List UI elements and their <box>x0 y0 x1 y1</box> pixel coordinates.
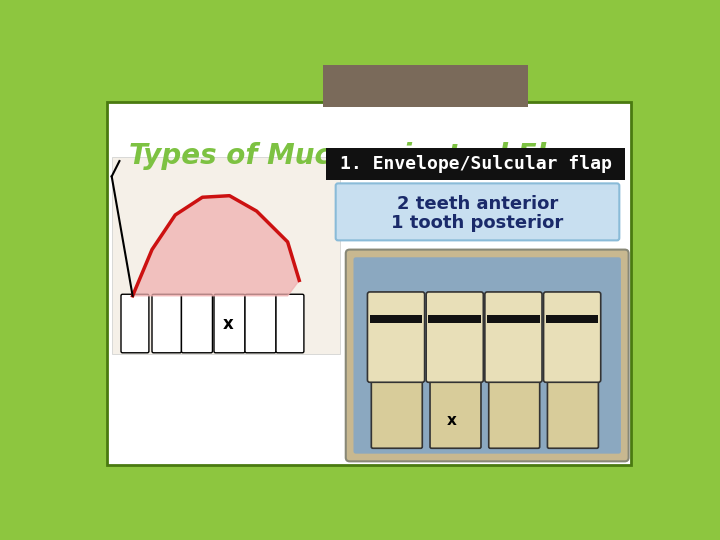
Text: 2 teeth anterior: 2 teeth anterior <box>397 195 558 213</box>
Text: Types of Mucoperiosteal Flaps: Types of Mucoperiosteal Flaps <box>129 142 601 170</box>
Bar <box>546 315 598 323</box>
Bar <box>428 315 481 323</box>
FancyBboxPatch shape <box>276 294 304 353</box>
FancyBboxPatch shape <box>430 360 481 448</box>
Polygon shape <box>132 195 300 296</box>
Text: 1 tooth posterior: 1 tooth posterior <box>392 214 564 232</box>
FancyBboxPatch shape <box>107 102 631 465</box>
Bar <box>323 65 528 107</box>
FancyBboxPatch shape <box>121 294 149 353</box>
FancyBboxPatch shape <box>547 360 598 448</box>
FancyBboxPatch shape <box>346 249 629 461</box>
Bar <box>112 157 341 354</box>
FancyBboxPatch shape <box>367 292 425 382</box>
FancyBboxPatch shape <box>489 360 540 448</box>
FancyBboxPatch shape <box>336 184 619 240</box>
FancyBboxPatch shape <box>544 292 600 382</box>
FancyBboxPatch shape <box>245 294 276 353</box>
Text: x: x <box>222 314 233 333</box>
Bar <box>326 148 625 180</box>
Bar <box>487 315 540 323</box>
FancyBboxPatch shape <box>354 257 621 454</box>
FancyBboxPatch shape <box>181 294 212 353</box>
Bar <box>370 315 423 323</box>
FancyBboxPatch shape <box>485 292 542 382</box>
FancyBboxPatch shape <box>426 292 483 382</box>
Text: 1. Envelope/Sulcular flap: 1. Envelope/Sulcular flap <box>340 155 611 173</box>
Text: x: x <box>447 413 457 428</box>
FancyBboxPatch shape <box>152 294 181 353</box>
FancyBboxPatch shape <box>372 360 423 448</box>
FancyBboxPatch shape <box>214 294 245 353</box>
